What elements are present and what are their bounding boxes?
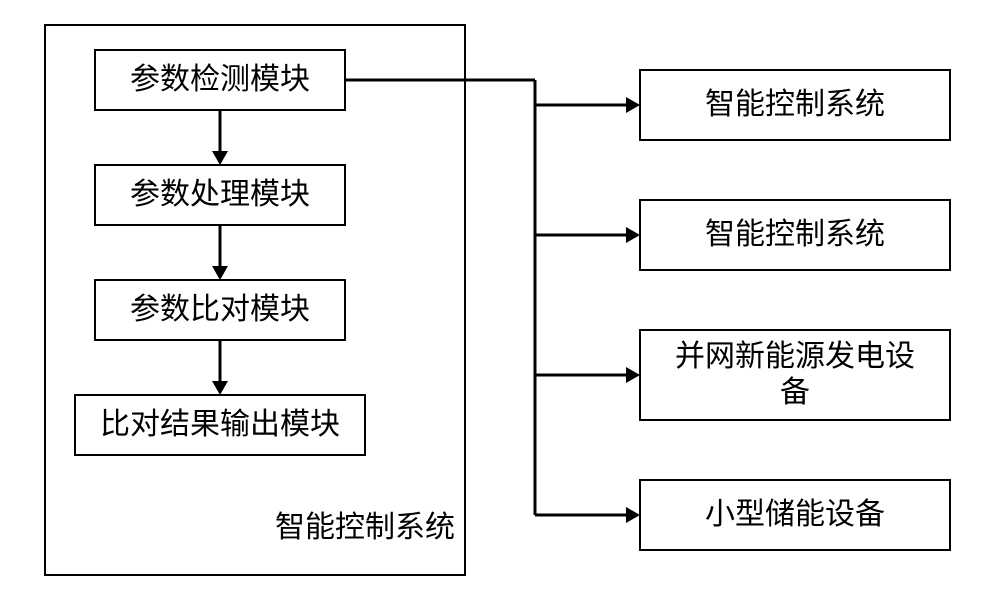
left-node-1-label: 参数检测模块 [130, 63, 310, 96]
left-node-3-label: 参数比对模块 [130, 293, 310, 326]
right-node-3-label-line2: 备 [780, 376, 810, 409]
right-node-3-label-line1: 并网新能源发电设 [675, 340, 915, 373]
right-node-4-label: 小型储能设备 [705, 498, 885, 531]
flowchart-diagram: 参数检测模块参数处理模块参数比对模块比对结果输出模块智能控制系统智能控制系统智能… [0, 0, 1000, 596]
left-node-4-label: 比对结果输出模块 [100, 408, 340, 441]
right-node-1-label: 智能控制系统 [705, 88, 885, 121]
left-node-2-label: 参数处理模块 [130, 178, 310, 211]
outer-container-caption: 智能控制系统 [275, 511, 455, 544]
right-node-2-label: 智能控制系统 [705, 218, 885, 251]
